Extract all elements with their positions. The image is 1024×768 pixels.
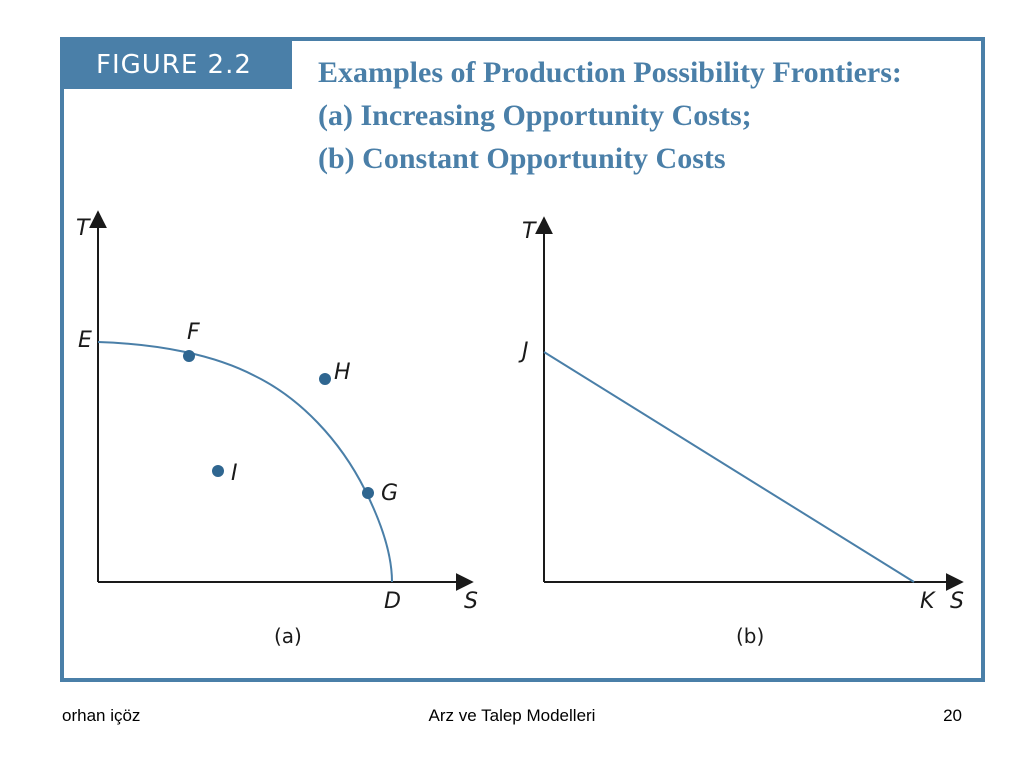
point-g-label: G bbox=[381, 481, 398, 506]
point-h-label: H bbox=[334, 360, 351, 385]
point-d-label: D bbox=[384, 589, 401, 614]
figure-frame: FIGURE 2.2 Examples of Production Possib… bbox=[60, 37, 985, 682]
point-e-label: E bbox=[78, 328, 92, 353]
footer-author: orhan içöz bbox=[62, 706, 141, 725]
figure-title: Examples of Production Possibility Front… bbox=[292, 41, 981, 191]
panel-a: T S E F H I G D (a) bbox=[76, 210, 478, 648]
point-i-marker bbox=[212, 465, 224, 477]
figure-title-line-2: (a) Increasing Opportunity Costs; bbox=[318, 99, 752, 132]
panel-b-y-axis-label: T bbox=[522, 219, 537, 244]
panel-b-x-axis-label: S bbox=[950, 589, 964, 614]
point-f-marker bbox=[183, 350, 195, 362]
footer-title: Arz ve Talep Modelleri bbox=[428, 706, 596, 725]
ppf-line-constant-cost bbox=[543, 351, 915, 583]
panel-a-caption: (a) bbox=[274, 624, 302, 648]
footer-page-number: 20 bbox=[943, 706, 962, 725]
panel-a-y-axis-label: T bbox=[76, 216, 91, 241]
panel-a-x-axis-label: S bbox=[464, 589, 478, 614]
point-f-label: F bbox=[187, 320, 200, 345]
point-k-label: K bbox=[920, 589, 936, 614]
point-j-label: J bbox=[518, 339, 529, 364]
figure-label: FIGURE 2.2 bbox=[64, 41, 294, 89]
point-g-marker bbox=[362, 487, 374, 499]
point-h-marker bbox=[319, 373, 331, 385]
point-i-label: I bbox=[231, 461, 238, 486]
ppf-curve-increasing-cost bbox=[97, 341, 393, 583]
figure-title-line-3: (b) Constant Opportunity Costs bbox=[318, 142, 726, 175]
panel-b: T S J K (b) bbox=[518, 216, 964, 648]
figure-title-line-1: Examples of Production Possibility Front… bbox=[318, 56, 902, 89]
panel-b-caption: (b) bbox=[736, 624, 764, 648]
